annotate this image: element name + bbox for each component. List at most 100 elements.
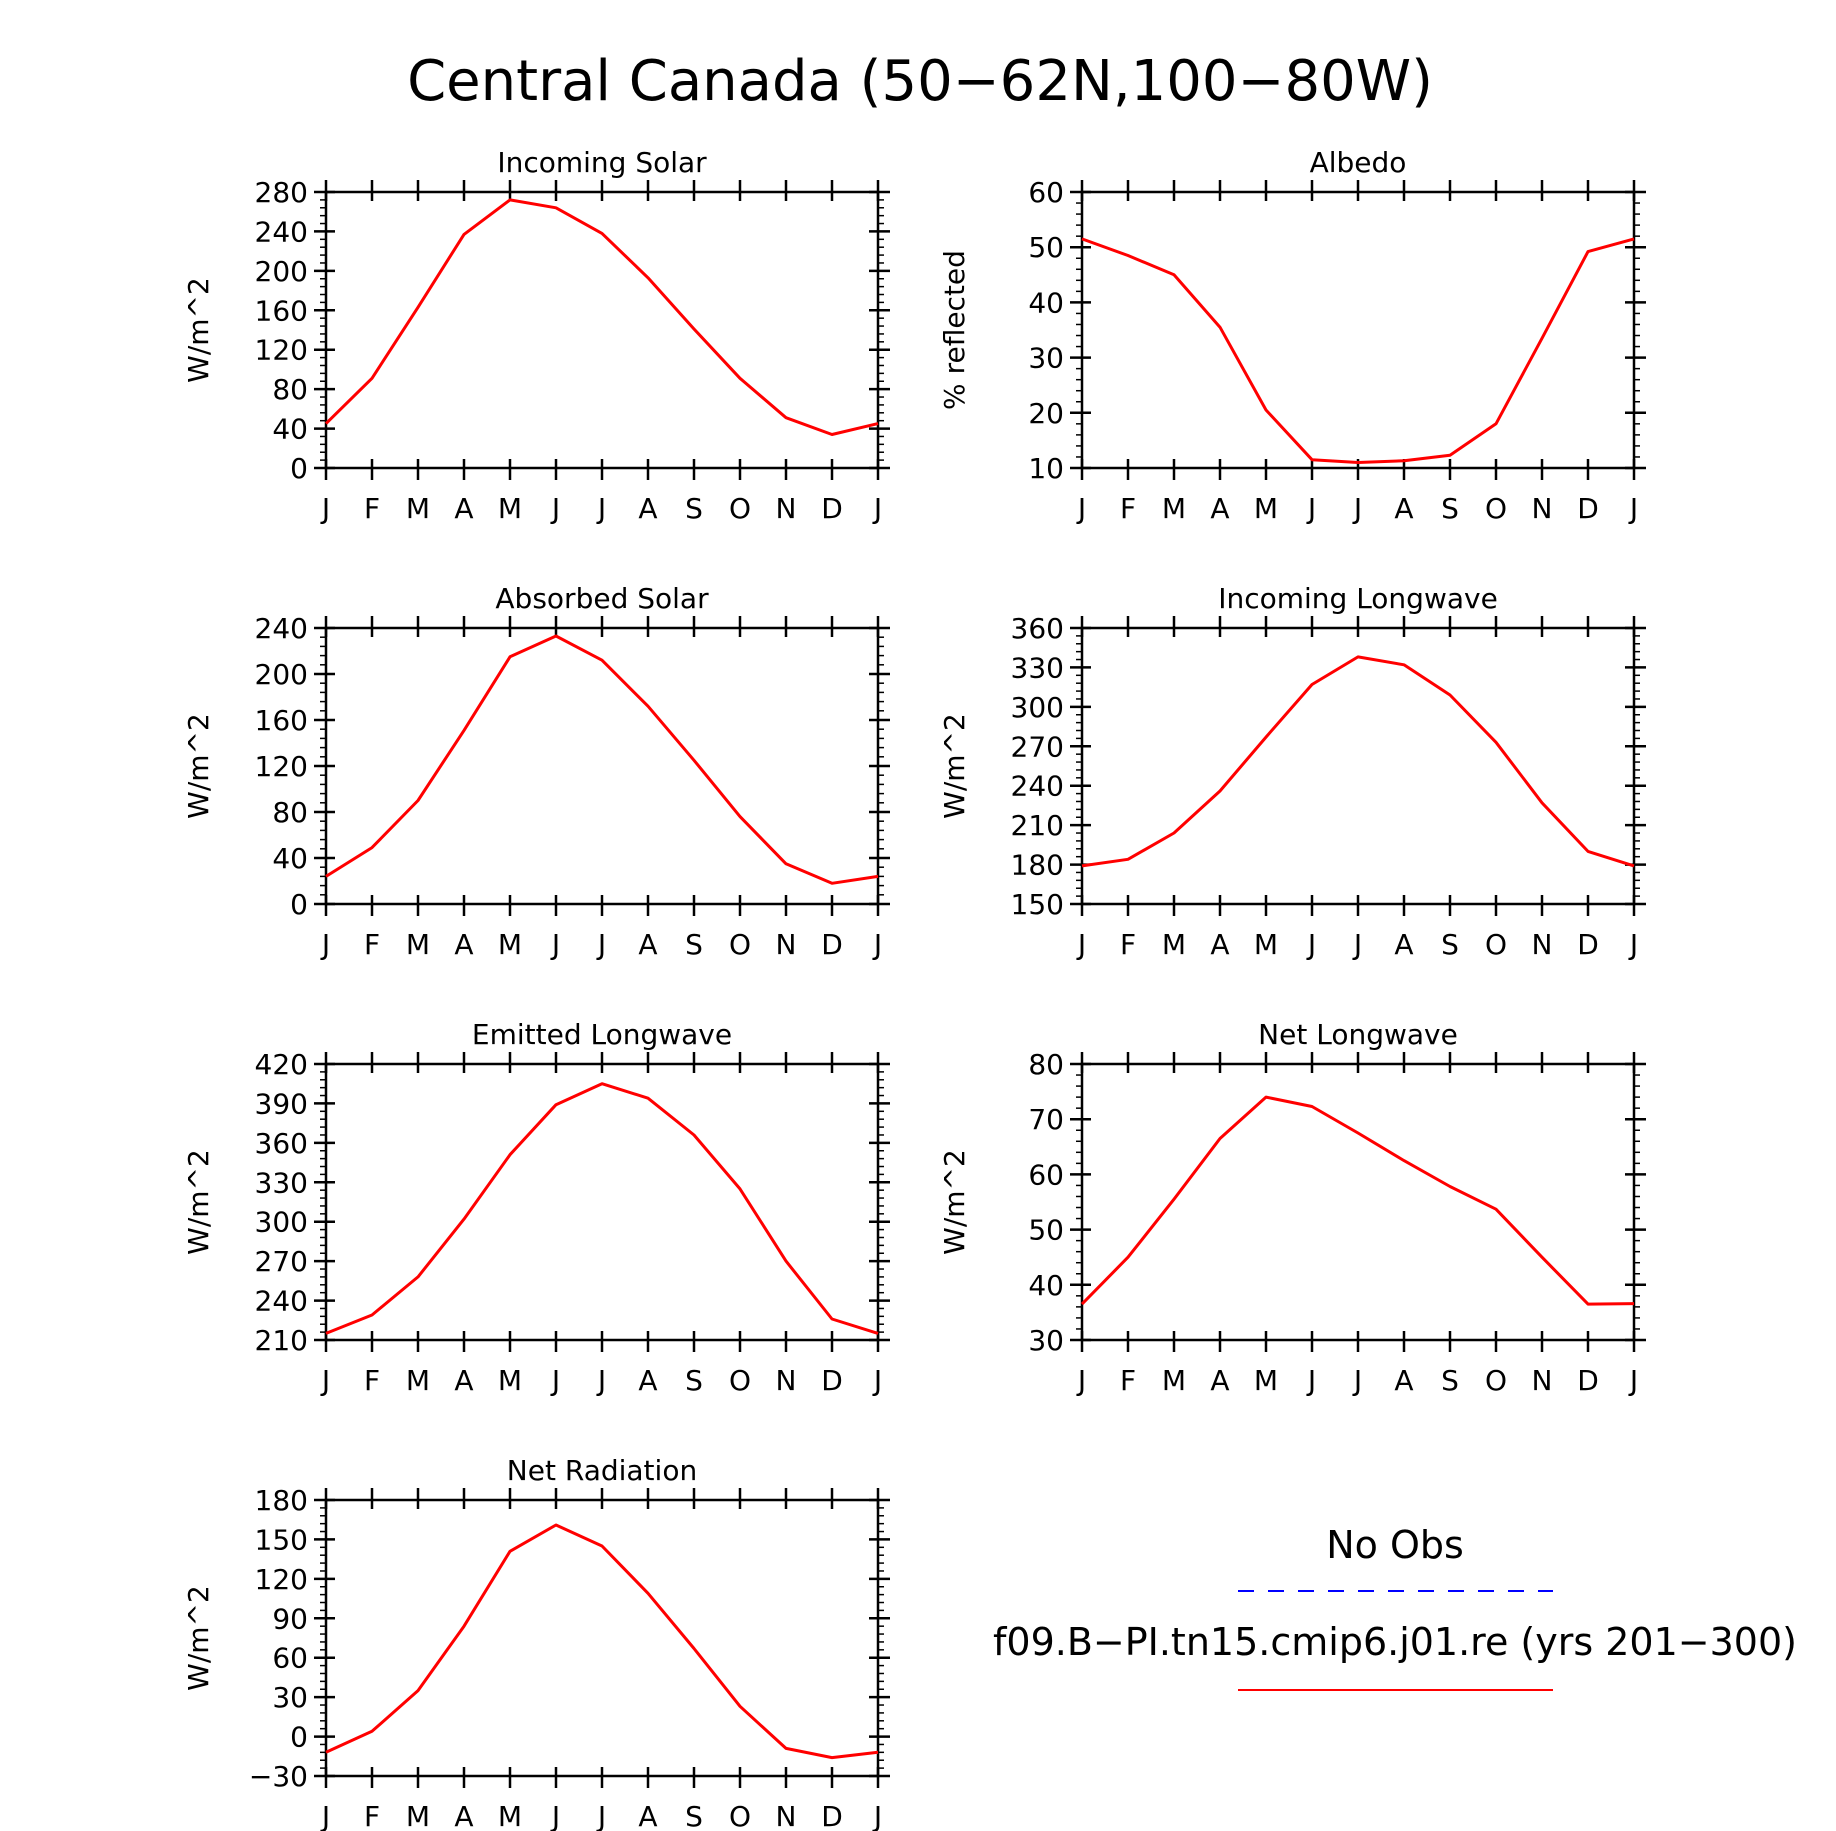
y-axis-label: % reflected <box>938 250 971 410</box>
x-tick-label: J <box>1628 1364 1638 1397</box>
y-tick-label: 330 <box>1011 651 1064 684</box>
x-tick-label: D <box>821 492 843 525</box>
y-tick-label: 240 <box>1011 770 1064 803</box>
y-tick-label: 300 <box>255 1206 308 1239</box>
y-tick-label: 0 <box>290 1721 308 1754</box>
legend-obs-label: No Obs <box>1326 1523 1464 1567</box>
x-tick-label: M <box>498 1800 522 1831</box>
x-tick-label: N <box>1532 928 1553 961</box>
x-tick-label: J <box>872 1800 882 1831</box>
x-tick-label: F <box>1120 492 1136 525</box>
y-tick-label: 360 <box>255 1127 308 1160</box>
plot-frame <box>324 1498 880 1778</box>
x-tick-label: J <box>550 1364 560 1397</box>
x-tick-label: S <box>685 492 703 525</box>
x-tick-label: M <box>498 492 522 525</box>
x-tick-label: M <box>1254 492 1278 525</box>
x-tick-label: A <box>454 1800 473 1831</box>
x-tick-label: M <box>1162 1364 1186 1397</box>
series-line <box>325 1082 879 1335</box>
y-tick-label: 70 <box>1028 1103 1064 1136</box>
y-tick-label: 360 <box>1011 612 1064 645</box>
x-tick-label: J <box>320 1800 330 1831</box>
series-line <box>1081 655 1635 868</box>
x-tick-label: M <box>406 928 430 961</box>
series-line <box>1080 1095 1635 1306</box>
x-tick-label: A <box>454 928 473 961</box>
x-tick-label: N <box>776 1364 797 1397</box>
x-tick-label: D <box>821 928 843 961</box>
y-axis-label: W/m^2 <box>938 1149 971 1255</box>
x-tick-label: J <box>1628 492 1638 525</box>
y-tick-label: 180 <box>1011 849 1064 882</box>
y-tick-label: 90 <box>272 1602 308 1635</box>
x-tick-label: M <box>498 1364 522 1397</box>
x-tick-label: J <box>1306 1364 1316 1397</box>
panel-incoming-longwave: J F M A M J J A S O N D J150180210240270300330360Inc… <box>938 582 1646 961</box>
plot-frame <box>324 626 880 906</box>
plot-frame <box>324 1062 880 1342</box>
series-line <box>325 1523 879 1760</box>
x-tick-label: O <box>729 928 751 961</box>
panel-emitted-longwave: J F M A M J J A S O N D J210240270300330360390420Emi… <box>182 1018 890 1397</box>
y-tick-label: 120 <box>255 750 308 783</box>
panels: J F M A M J J A S O N D J04080120160200240280Incomin… <box>182 146 1646 1831</box>
legend: No Obs f09.B−PI.tn15.cmip6.j01.re (yrs 2… <box>993 1523 1797 1691</box>
x-tick-label: N <box>1532 492 1553 525</box>
panel-incoming-solar: J F M A M J J A S O N D J04080120160200240280Incomin… <box>182 146 890 525</box>
y-axis-label: W/m^2 <box>182 277 215 383</box>
x-tick-label: O <box>1485 928 1507 961</box>
x-tick-label: N <box>776 928 797 961</box>
y-tick-label: 280 <box>255 176 308 209</box>
x-tick-label: M <box>406 492 430 525</box>
panel-title: Net Radiation <box>507 1454 697 1487</box>
x-tick-label: J <box>550 1800 560 1831</box>
x-tick-label: A <box>638 1364 657 1397</box>
x-tick-label: J <box>550 928 560 961</box>
x-tick-label: F <box>364 1800 380 1831</box>
y-tick-label: 50 <box>1028 231 1064 264</box>
x-tick-label: J <box>872 1364 882 1397</box>
x-tick-label: O <box>1485 1364 1507 1397</box>
x-tick-label: N <box>776 1800 797 1831</box>
x-tick-label: A <box>454 492 473 525</box>
x-tick-label: A <box>638 928 657 961</box>
y-axis-label: W/m^2 <box>182 713 215 819</box>
x-tick-label: S <box>685 928 703 961</box>
x-tick-label: S <box>1441 1364 1459 1397</box>
y-tick-label: 150 <box>1011 888 1064 921</box>
x-tick-label: J <box>596 928 606 961</box>
x-tick-label: D <box>821 1800 843 1831</box>
x-tick-label: D <box>1577 1364 1599 1397</box>
y-tick-label: 120 <box>255 334 308 367</box>
y-tick-label: 60 <box>1028 176 1064 209</box>
x-tick-label: J <box>872 928 882 961</box>
y-tick-label: 300 <box>1011 691 1064 724</box>
x-tick-label: J <box>1306 928 1316 961</box>
panel-title: Albedo <box>1310 146 1407 179</box>
x-tick-label: A <box>1394 1364 1413 1397</box>
y-tick-label: 10 <box>1028 452 1064 485</box>
y-tick-label: 180 <box>255 1484 308 1517</box>
y-tick-label: 0 <box>290 452 308 485</box>
y-tick-label: 240 <box>255 1285 308 1318</box>
x-tick-label: S <box>1441 492 1459 525</box>
x-tick-label: A <box>1210 1364 1229 1397</box>
y-tick-label: 210 <box>1011 809 1064 842</box>
plot-frame <box>1080 626 1636 906</box>
x-tick-label: J <box>320 492 330 525</box>
x-tick-label: J <box>1076 928 1086 961</box>
x-tick-label: M <box>498 928 522 961</box>
y-tick-label: 200 <box>255 255 308 288</box>
x-tick-label: A <box>1210 928 1229 961</box>
y-tick-label: 270 <box>1011 730 1064 763</box>
y-tick-label: 150 <box>255 1523 308 1556</box>
x-tick-label: M <box>1162 928 1186 961</box>
x-tick-label: J <box>1628 928 1638 961</box>
y-tick-label: 60 <box>272 1642 308 1675</box>
x-tick-label: M <box>406 1800 430 1831</box>
